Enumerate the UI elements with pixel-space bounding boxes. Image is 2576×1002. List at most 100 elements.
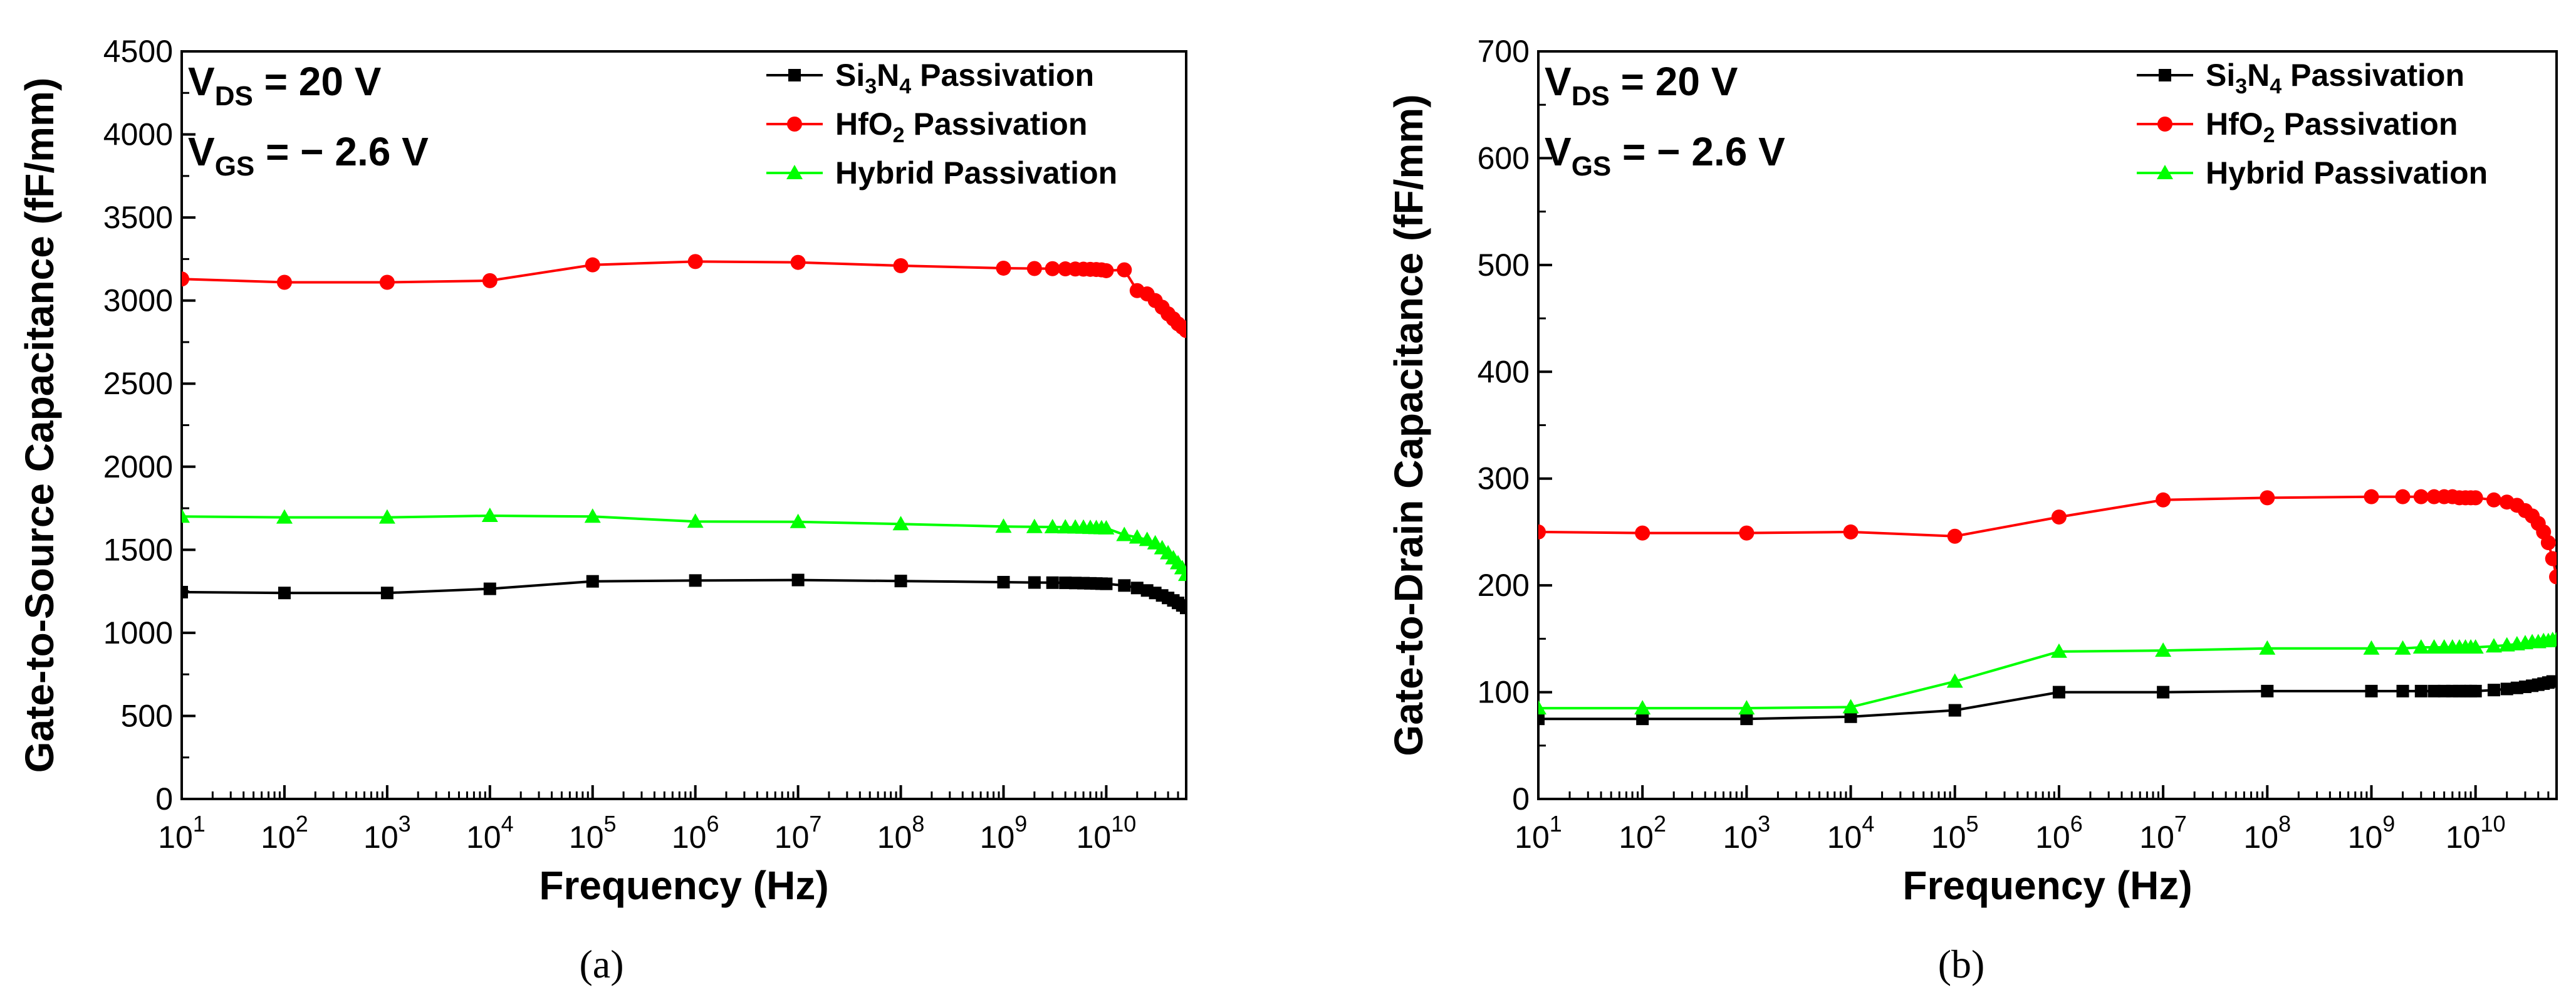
data-point <box>2363 640 2380 655</box>
data-point <box>2365 684 2378 697</box>
x-axis-title: Frequency (Hz) <box>1902 863 2192 908</box>
data-point <box>1843 524 1859 540</box>
x-tick-label: 102 <box>261 811 308 855</box>
data-point <box>2155 642 2172 657</box>
legend-marker <box>2157 165 2173 179</box>
y-tick-label: 400 <box>1478 354 1530 389</box>
x-tick-label: 109 <box>2348 811 2396 855</box>
data-point <box>1538 712 1545 726</box>
data-point <box>1179 323 1186 338</box>
data-point <box>1046 576 1059 589</box>
x-axis-title: Frequency (Hz) <box>539 863 828 908</box>
legend: Si3N4 Passivation HfO2 Passivation Hybrid … <box>766 58 1117 190</box>
legend-label: Si3N4 Passivation <box>835 58 1094 98</box>
data-point <box>483 582 496 595</box>
data-point <box>1740 712 1753 726</box>
x-tick-label: 1010 <box>1077 811 1137 855</box>
data-point <box>1538 700 1546 715</box>
panel-caption: (a) <box>579 942 623 986</box>
data-point <box>2487 684 2500 697</box>
series-line <box>1538 495 2557 577</box>
data-point <box>2548 632 2557 647</box>
y-tick-label: 700 <box>1478 34 1530 69</box>
legend-label: HfO2 Passivation <box>835 107 1087 147</box>
data-point <box>1180 602 1186 615</box>
x-tick-label: 105 <box>569 811 617 855</box>
data-point <box>1028 576 1041 589</box>
y-axis-title: Gate-to-Source Capacitance (fF/mm) <box>17 78 62 773</box>
y-tick-label: 600 <box>1478 140 1530 175</box>
x-tick-label: 101 <box>158 811 206 855</box>
data-point <box>276 274 292 290</box>
chart-panel-b: 0 100 200 300 400 500 600 700 101 102 103 104 105 106… <box>1386 34 2558 986</box>
legend-label: Hybrid Passivation <box>2206 155 2488 190</box>
data-point <box>2414 684 2427 697</box>
data-point <box>2050 643 2067 658</box>
chart-panel-a: 0 500 1000 1500 2000 2500 3000 3500 4000 4500 101 1… <box>17 34 1187 986</box>
y-tick-label: 4000 <box>103 117 173 152</box>
data-point <box>1129 529 1145 544</box>
x-tick-label: 106 <box>672 811 719 855</box>
data-point <box>1174 560 1186 575</box>
data-point <box>379 274 395 290</box>
y-tick-label: 200 <box>1478 568 1530 603</box>
data-point <box>2395 489 2411 504</box>
y-tick-label: 0 <box>155 781 173 817</box>
data-point <box>276 509 293 524</box>
data-point <box>1130 582 1144 595</box>
data-point <box>2468 490 2483 506</box>
data-point <box>2545 551 2557 566</box>
y-tick-label: 100 <box>1478 675 1530 710</box>
data-point <box>2540 535 2556 550</box>
bias-annotation: VGS = − 2.6 V <box>188 129 429 182</box>
x-tick-label: 1010 <box>2446 811 2506 855</box>
data-point <box>586 575 599 588</box>
data-point <box>894 575 907 588</box>
x-tick-label: 107 <box>774 811 822 855</box>
data-point <box>182 271 189 287</box>
data-point <box>1739 525 1755 541</box>
data-point <box>2550 675 2557 688</box>
data-point <box>2052 686 2065 699</box>
x-tick-label: 104 <box>466 811 514 855</box>
data-point <box>1946 673 1963 688</box>
legend-label: HfO2 Passivation <box>2206 107 2458 147</box>
data-point <box>893 258 909 273</box>
x-tick-label: 108 <box>877 811 925 855</box>
y-tick-label: 3000 <box>103 283 173 318</box>
data-point <box>585 257 600 273</box>
y-tick-label: 0 <box>1512 781 1530 817</box>
x-tick-label: 106 <box>2035 811 2083 855</box>
data-point <box>687 254 703 269</box>
data-point <box>2051 509 2067 525</box>
x-tick-label: 107 <box>2139 811 2187 855</box>
data-point <box>1116 526 1133 541</box>
data-point <box>1948 704 1961 717</box>
y-tick-label: 500 <box>121 698 173 733</box>
legend-marker <box>787 117 802 132</box>
y-tick-label: 2000 <box>103 449 173 484</box>
data-point <box>2260 490 2275 506</box>
data-point <box>997 576 1010 589</box>
data-point <box>1947 528 1963 544</box>
data-point <box>1044 519 1061 534</box>
series-layer <box>1538 489 2557 726</box>
data-point <box>2486 492 2501 508</box>
data-point <box>2156 492 2171 508</box>
legend-marker <box>788 69 801 81</box>
legend-marker <box>2159 69 2171 81</box>
data-point <box>1118 579 1131 592</box>
y-tick-label: 1500 <box>103 532 173 567</box>
data-point <box>1634 700 1651 715</box>
data-point <box>2394 640 2411 655</box>
legend-marker <box>2157 117 2172 132</box>
data-point <box>482 273 498 288</box>
data-point <box>2413 489 2429 504</box>
data-point <box>380 587 394 600</box>
x-tick-label: 102 <box>1619 811 1666 855</box>
data-point <box>1178 566 1186 582</box>
data-point <box>1538 524 1546 540</box>
data-point <box>790 254 806 270</box>
data-point <box>1026 261 1042 276</box>
